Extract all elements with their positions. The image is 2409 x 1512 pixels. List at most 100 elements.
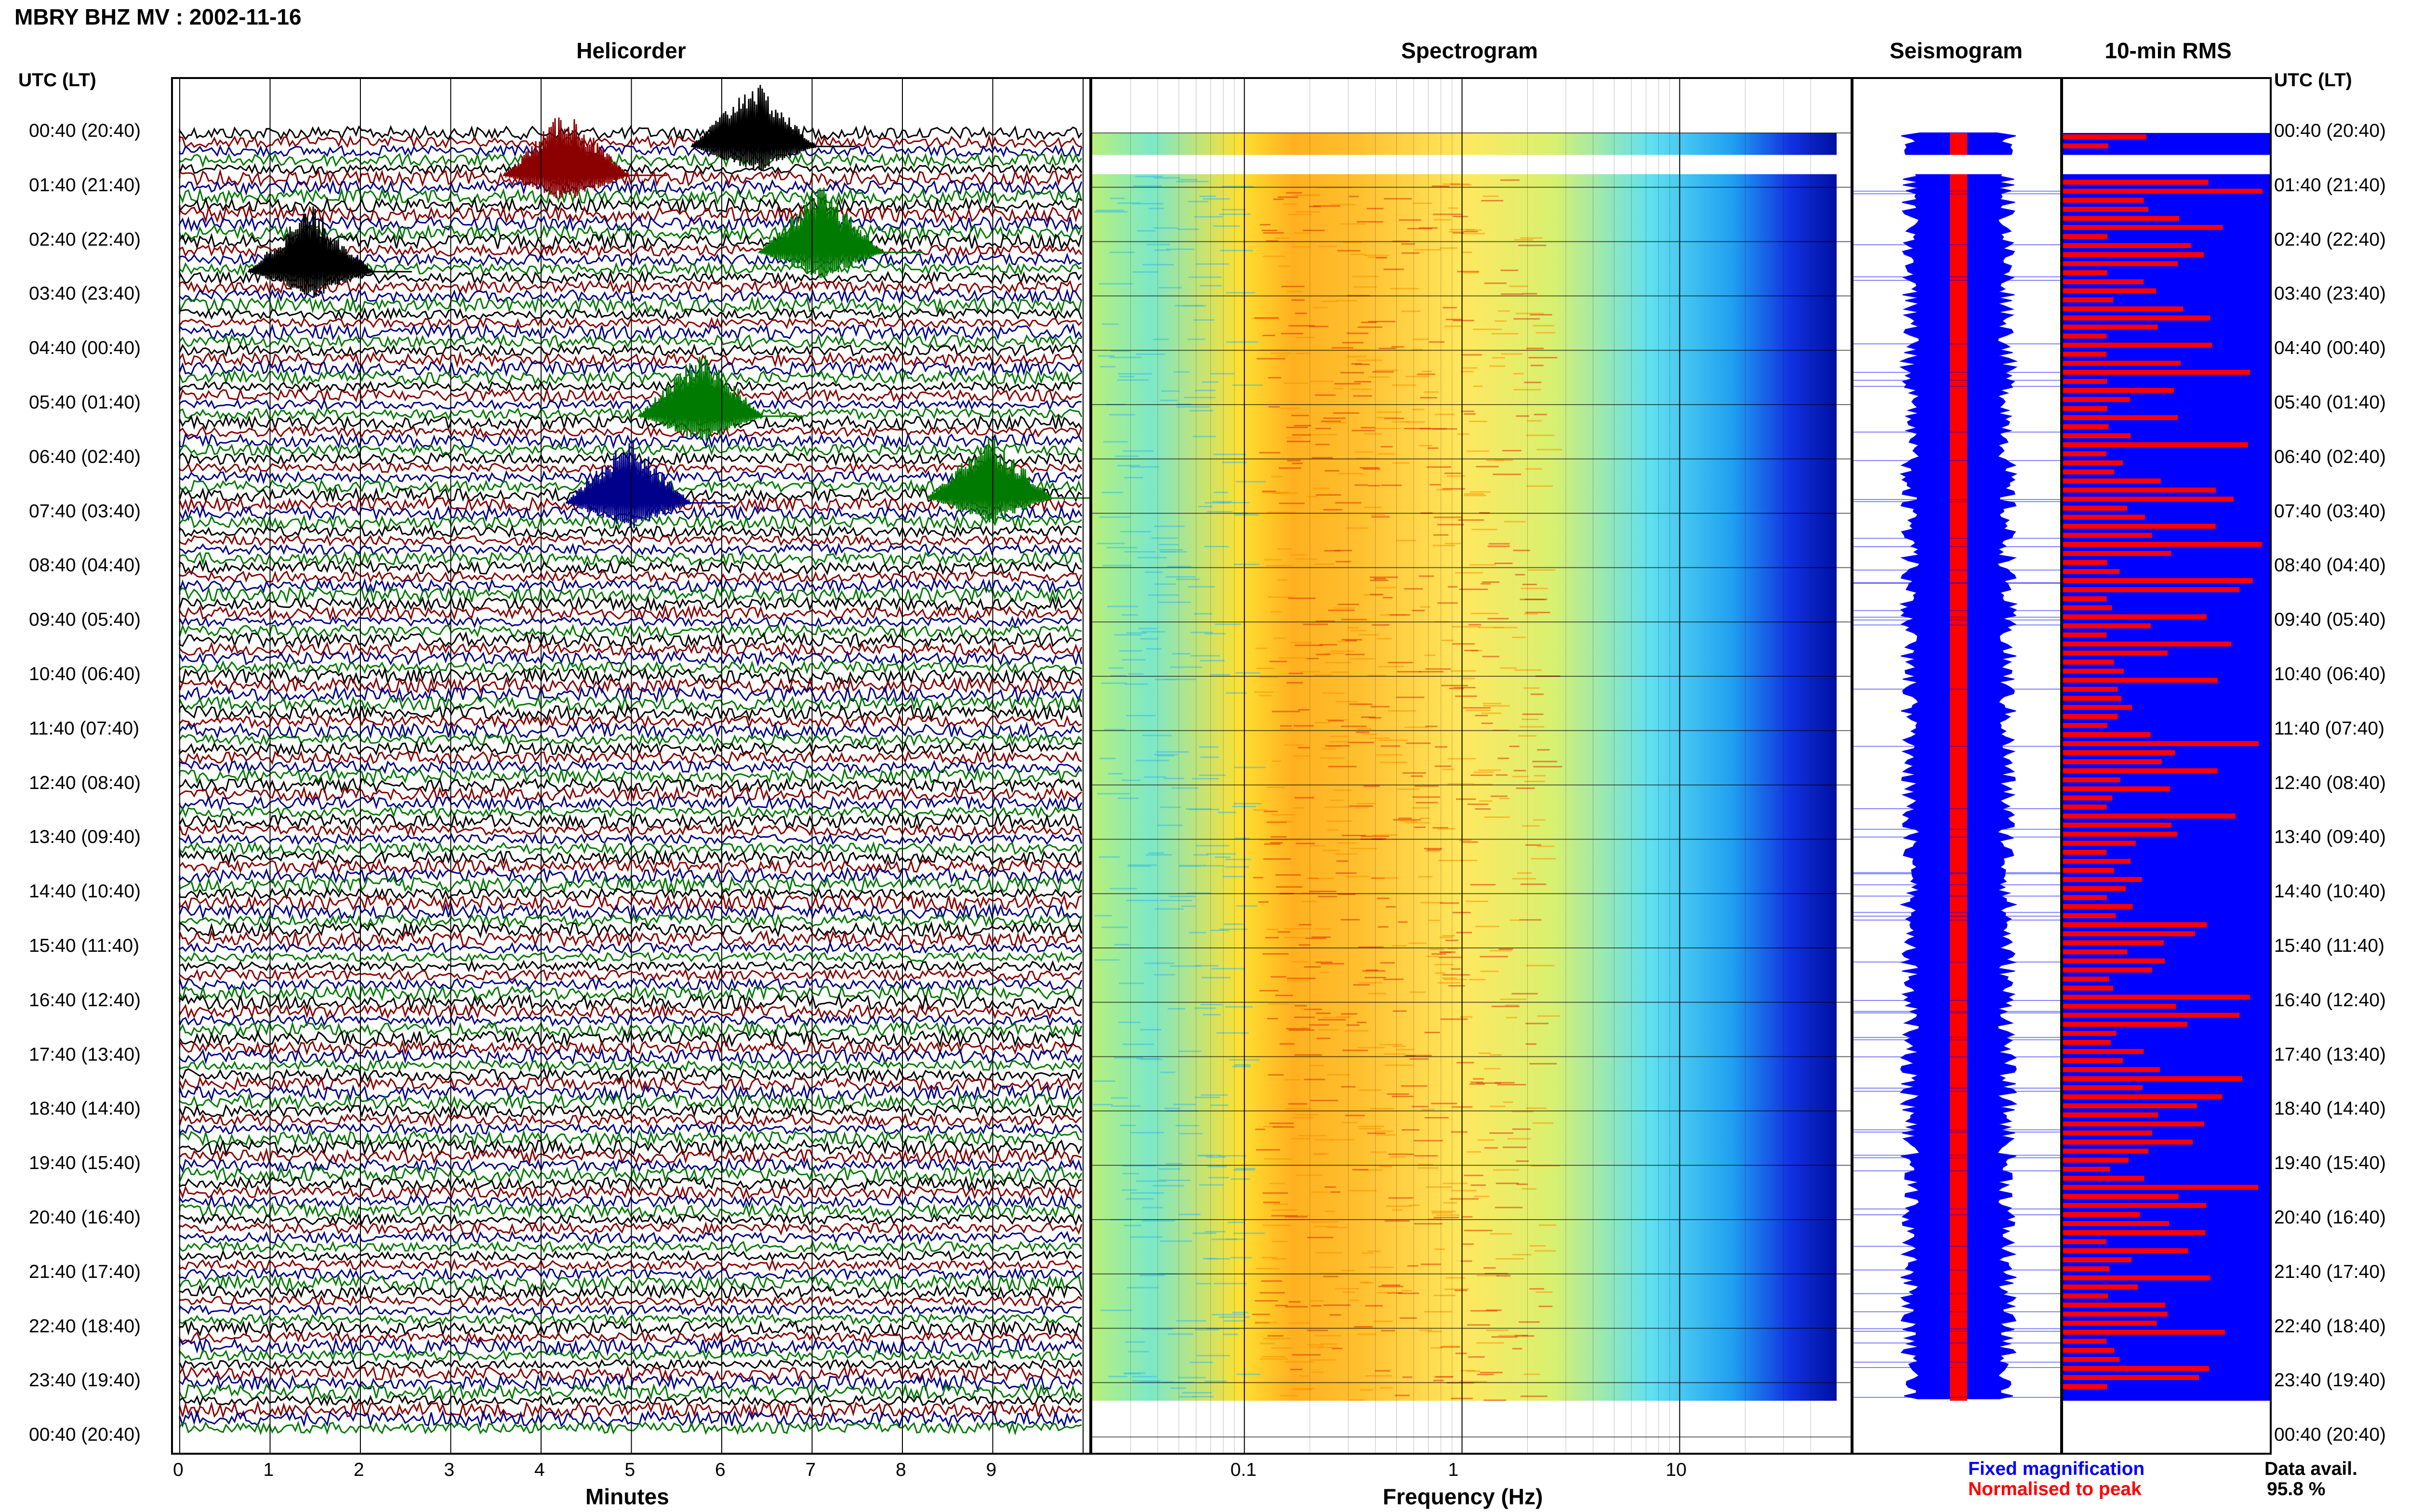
rms-bar bbox=[2063, 497, 2234, 502]
helicorder-trace bbox=[179, 805, 1082, 819]
rms-bar bbox=[2063, 1384, 2107, 1389]
time-label-right: 08:40 (04:40) bbox=[2274, 555, 2386, 576]
rms-bar bbox=[2063, 641, 2232, 647]
helicorder-trace bbox=[179, 513, 1082, 531]
helicorder-trace bbox=[179, 1184, 1082, 1200]
helicorder-trace bbox=[179, 333, 1082, 349]
frequency-tick-label: 0.1 bbox=[1230, 1459, 1257, 1480]
helicorder-trace bbox=[179, 1382, 1083, 1401]
rms-bar bbox=[2063, 551, 2171, 556]
rms-bar bbox=[2063, 859, 2131, 864]
time-label-left: 01:40 (21:40) bbox=[29, 174, 141, 196]
rms-bar bbox=[2063, 1157, 2129, 1163]
rms-bar bbox=[2063, 632, 2107, 638]
helicorder-trace bbox=[179, 288, 1083, 304]
helicorder-trace bbox=[179, 993, 1083, 1012]
rms-bar bbox=[2063, 732, 2151, 737]
rms-bar bbox=[2063, 605, 2112, 610]
helicorder-trace bbox=[179, 204, 1083, 224]
time-label-left: 03:40 (23:40) bbox=[29, 283, 141, 304]
rms-bar bbox=[2063, 1357, 2120, 1362]
rms-bar bbox=[2063, 478, 2161, 484]
helicorder-trace bbox=[179, 1039, 1083, 1056]
seismogram-panel bbox=[1852, 77, 2062, 1455]
rms-bar bbox=[2063, 768, 2218, 774]
rms-bar bbox=[2063, 1121, 2204, 1127]
legend-fixed-magnification: Fixed magnification bbox=[1968, 1459, 2145, 1479]
rms-bar bbox=[2063, 913, 2116, 919]
time-label-right: 03:40 (23:40) bbox=[2274, 283, 2386, 304]
spectrogram-title: Spectrogram bbox=[1401, 38, 1538, 63]
helicorder-trace bbox=[179, 585, 1082, 605]
rms-bar bbox=[2063, 587, 2240, 592]
rms-bar bbox=[2063, 1194, 2179, 1199]
rms-bar bbox=[2063, 560, 2107, 565]
helicorder-trace bbox=[179, 605, 1083, 621]
helicorder-trace bbox=[179, 279, 1082, 295]
time-label-right: 01:40 (21:40) bbox=[2274, 174, 2386, 196]
helicorder-trace bbox=[179, 812, 1082, 831]
helicorder-trace bbox=[179, 684, 1083, 704]
time-label-left: 06:40 (02:40) bbox=[29, 446, 141, 467]
helicorder-trace bbox=[179, 823, 1083, 838]
utc-header-right: UTC (LT) bbox=[2274, 70, 2352, 91]
data-avail-label: Data avail. bbox=[2264, 1459, 2357, 1479]
rms-bar bbox=[2063, 904, 2133, 909]
rms-bar bbox=[2063, 361, 2181, 366]
rms-bar bbox=[2063, 868, 2114, 873]
rms-bar bbox=[2063, 1312, 2168, 1317]
helicorder-trace bbox=[179, 903, 1082, 921]
helicorder-event bbox=[566, 440, 730, 528]
rms-bar bbox=[2063, 1248, 2188, 1253]
rms-bar bbox=[2063, 1012, 2240, 1018]
time-label-left: 10:40 (06:40) bbox=[29, 664, 141, 684]
helicorder-trace bbox=[179, 570, 1083, 583]
time-label-left: 23:40 (19:40) bbox=[29, 1370, 141, 1391]
helicorder-trace bbox=[179, 721, 1082, 740]
helicorder-trace bbox=[179, 794, 1083, 812]
helicorder-trace bbox=[179, 1336, 1083, 1356]
helicorder-trace bbox=[179, 714, 1082, 729]
minute-tick-label: 3 bbox=[444, 1459, 455, 1480]
rms-bar bbox=[2063, 1094, 2223, 1100]
minute-tick-label: 7 bbox=[805, 1459, 816, 1480]
helicorder-trace bbox=[179, 214, 1082, 233]
frequency-tick-label: 10 bbox=[1666, 1459, 1687, 1480]
helicorder-trace bbox=[179, 1020, 1083, 1038]
rms-bar bbox=[2063, 180, 2209, 185]
helicorder-trace bbox=[179, 1394, 1083, 1407]
rms-bar bbox=[2063, 750, 2175, 755]
data-avail-value: 95.8 % bbox=[2267, 1479, 2326, 1499]
helicorder-trace bbox=[179, 623, 1082, 639]
helicorder-trace bbox=[179, 867, 1083, 884]
rms-bar bbox=[2063, 1275, 2210, 1281]
helicorder-trace bbox=[179, 398, 1082, 411]
rms-bar bbox=[2063, 1067, 2160, 1072]
rms-bar bbox=[2063, 143, 2108, 149]
helicorder-trace bbox=[179, 504, 1083, 522]
helicorder-trace bbox=[179, 776, 1083, 794]
helicorder-trace bbox=[179, 849, 1082, 866]
time-label-right: 21:40 (17:40) bbox=[2274, 1261, 2386, 1282]
time-label-right: 15:40 (11:40) bbox=[2274, 935, 2385, 956]
time-label-left: 02:40 (22:40) bbox=[29, 229, 141, 250]
rms-bar bbox=[2063, 1366, 2210, 1371]
helicorder-trace bbox=[179, 703, 1083, 722]
legend-normalised-to-peak: Normalised to peak bbox=[1968, 1479, 2142, 1499]
time-label-right: 00:40 (20:40) bbox=[2274, 120, 2386, 141]
rms-bar bbox=[2063, 316, 2210, 321]
spectrogram-band bbox=[1092, 174, 1837, 1401]
rms-bar bbox=[2063, 442, 2248, 447]
rms-bar bbox=[2063, 1040, 2111, 1045]
time-label-right: 07:40 (03:40) bbox=[2274, 500, 2386, 522]
spectrogram-image bbox=[1092, 133, 1837, 1401]
rms-bar bbox=[2063, 288, 2157, 293]
rms-bar bbox=[2063, 886, 2126, 891]
time-label-left: 04:40 (00:40) bbox=[29, 338, 141, 359]
time-label-left: 00:40 (20:40) bbox=[29, 1424, 141, 1446]
helicorder-trace bbox=[179, 1319, 1083, 1337]
helicorder-trace bbox=[179, 316, 1083, 330]
rms-bar bbox=[2063, 714, 2118, 719]
rms-bar bbox=[2063, 1139, 2193, 1145]
helicorder-event bbox=[503, 117, 667, 199]
